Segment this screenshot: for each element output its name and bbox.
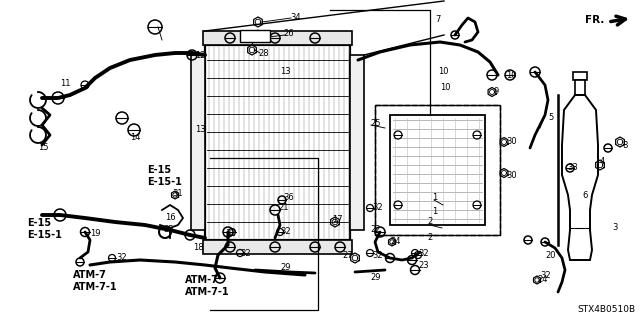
Text: 10: 10: [438, 68, 449, 77]
Text: 10: 10: [506, 70, 516, 79]
Text: 32: 32: [225, 228, 236, 238]
Text: 32: 32: [240, 249, 251, 257]
Bar: [203, 31, 352, 45]
Text: 2: 2: [427, 234, 432, 242]
Text: 30: 30: [506, 170, 516, 180]
Text: 13: 13: [195, 125, 205, 135]
Text: 34: 34: [290, 12, 301, 21]
Text: 16: 16: [165, 213, 175, 222]
Text: 3: 3: [612, 224, 618, 233]
Text: 1: 1: [432, 194, 437, 203]
Text: ATM-7
ATM-7-1: ATM-7 ATM-7-1: [185, 275, 230, 297]
Text: 25: 25: [370, 118, 381, 128]
Bar: [390, 115, 485, 225]
Text: E-15
E-15-1: E-15 E-15-1: [147, 165, 182, 187]
Text: 13: 13: [280, 68, 291, 77]
Text: FR.: FR.: [584, 15, 604, 25]
Text: 23: 23: [418, 261, 429, 270]
Text: 31: 31: [172, 189, 182, 197]
Text: 33: 33: [567, 162, 578, 172]
Text: 2: 2: [427, 218, 432, 226]
Text: 32: 32: [540, 271, 550, 279]
Text: 11: 11: [60, 79, 70, 88]
Bar: [350, 55, 364, 230]
Text: 24: 24: [537, 276, 547, 285]
Bar: [191, 55, 205, 230]
Text: 32: 32: [116, 254, 127, 263]
Bar: [575, 80, 585, 95]
Text: 21: 21: [278, 203, 289, 211]
Text: 26: 26: [283, 28, 294, 38]
Text: 17: 17: [332, 216, 342, 225]
Text: 30: 30: [506, 137, 516, 146]
Text: 24: 24: [390, 238, 401, 247]
Text: 36: 36: [283, 194, 294, 203]
Bar: [203, 240, 352, 254]
Text: 32: 32: [280, 227, 291, 236]
Text: 12: 12: [195, 51, 205, 61]
Text: E-15
E-15-1: E-15 E-15-1: [27, 218, 62, 241]
Text: 6: 6: [582, 190, 588, 199]
Text: 28: 28: [258, 48, 269, 57]
Text: 7: 7: [435, 16, 440, 25]
Text: 32: 32: [372, 204, 383, 212]
Text: 4: 4: [600, 158, 605, 167]
Bar: [205, 45, 350, 240]
Text: 8: 8: [622, 140, 627, 150]
Text: STX4B0510B: STX4B0510B: [577, 305, 635, 314]
Text: 29: 29: [370, 273, 381, 283]
Text: 14: 14: [130, 132, 141, 142]
Text: 15: 15: [38, 144, 49, 152]
Text: 19: 19: [90, 228, 100, 238]
Bar: [573, 72, 587, 80]
Text: 35: 35: [163, 226, 173, 234]
Text: 29: 29: [280, 263, 291, 272]
Text: 9: 9: [493, 87, 499, 97]
Text: 22: 22: [370, 226, 381, 234]
Text: 20: 20: [545, 250, 556, 259]
Bar: [375, 105, 500, 235]
Text: 10: 10: [440, 84, 451, 93]
Text: 27: 27: [342, 251, 353, 261]
Text: ATM-7
ATM-7-1: ATM-7 ATM-7-1: [73, 270, 118, 293]
Text: 18: 18: [193, 243, 204, 253]
Bar: [240, 30, 270, 42]
Text: 32: 32: [372, 250, 383, 259]
Text: 1: 1: [432, 207, 437, 217]
Text: 32: 32: [418, 249, 429, 257]
Text: 5: 5: [548, 114, 553, 122]
Bar: [375, 105, 500, 235]
